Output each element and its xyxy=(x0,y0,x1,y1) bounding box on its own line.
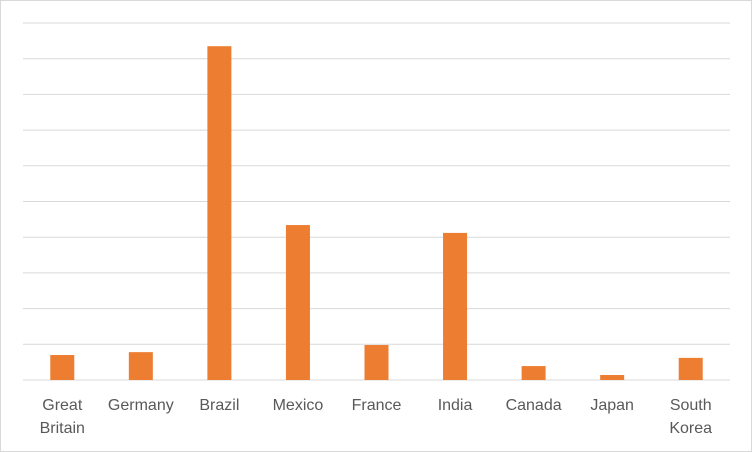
x-tick-label: Great Britain xyxy=(39,397,85,437)
bar xyxy=(207,46,232,380)
bar xyxy=(128,352,153,380)
x-tick-label: Mexico xyxy=(272,397,324,414)
bar xyxy=(521,366,546,380)
x-tick-label: France xyxy=(351,397,402,414)
bar xyxy=(600,375,625,380)
x-tick-label: Germany xyxy=(107,397,174,414)
x-tick-label: Canada xyxy=(505,397,562,414)
bar xyxy=(678,357,703,380)
x-tick-label: India xyxy=(437,397,473,414)
x-tick-label: Japan xyxy=(590,397,634,414)
x-tick-label: Brazil xyxy=(199,397,240,414)
x-tick-label: South Korea xyxy=(669,397,713,437)
bar xyxy=(285,225,310,380)
bar xyxy=(364,345,389,380)
bar xyxy=(443,232,468,380)
bar xyxy=(50,355,75,380)
